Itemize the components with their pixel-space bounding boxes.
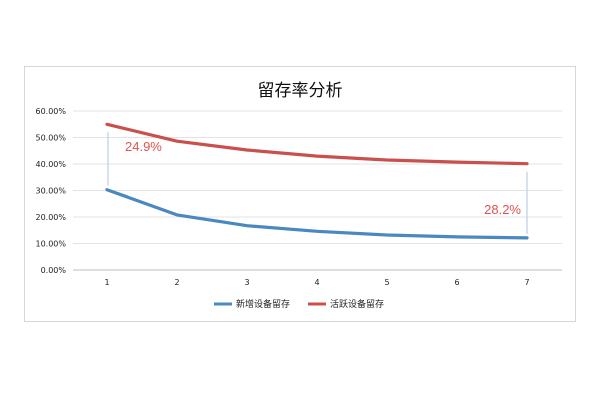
series-line-2	[105, 122, 529, 166]
y-tick-label: 30.00%	[35, 187, 66, 196]
x-tick-label: 5	[384, 278, 389, 287]
y-tick-label: 0.00%	[41, 266, 67, 275]
x-tick-label: 7	[524, 278, 529, 287]
series-line-1	[105, 188, 529, 240]
x-tick-label: 3	[244, 278, 249, 287]
gap-annotation-label: 28.2%	[484, 202, 521, 217]
y-tick-label: 60.00%	[35, 107, 66, 116]
legend-label: 新增设备留存	[236, 298, 290, 310]
gap-brackets	[107, 132, 528, 234]
chart-title: 留存率分析	[257, 81, 343, 101]
gridlines	[73, 110, 562, 271]
x-tick-label: 1	[104, 278, 109, 287]
gap-annotations: 24.9% 28.2%	[125, 139, 521, 217]
x-tick-label: 6	[454, 278, 459, 287]
y-tick-label: 10.00%	[35, 240, 66, 249]
y-tick-label: 20.00%	[35, 213, 66, 222]
gap-annotation-label: 24.9%	[125, 139, 162, 154]
x-tick-label: 2	[174, 278, 179, 287]
y-axis-ticks: 0.00% 10.00% 20.00% 30.00% 40.00% 50.00% 60.00…	[35, 107, 66, 275]
x-axis-ticks: 1 2 3 4 5 6 7	[104, 278, 529, 287]
y-tick-label: 50.00%	[35, 134, 66, 143]
legend-label: 活跃设备留存	[330, 298, 384, 310]
x-tick-label: 4	[314, 278, 319, 287]
chart-frame	[24, 66, 576, 322]
legend: 新增设备留存 活跃设备留存	[214, 298, 384, 310]
series-lines	[105, 122, 529, 240]
y-tick-label: 40.00%	[35, 160, 66, 169]
